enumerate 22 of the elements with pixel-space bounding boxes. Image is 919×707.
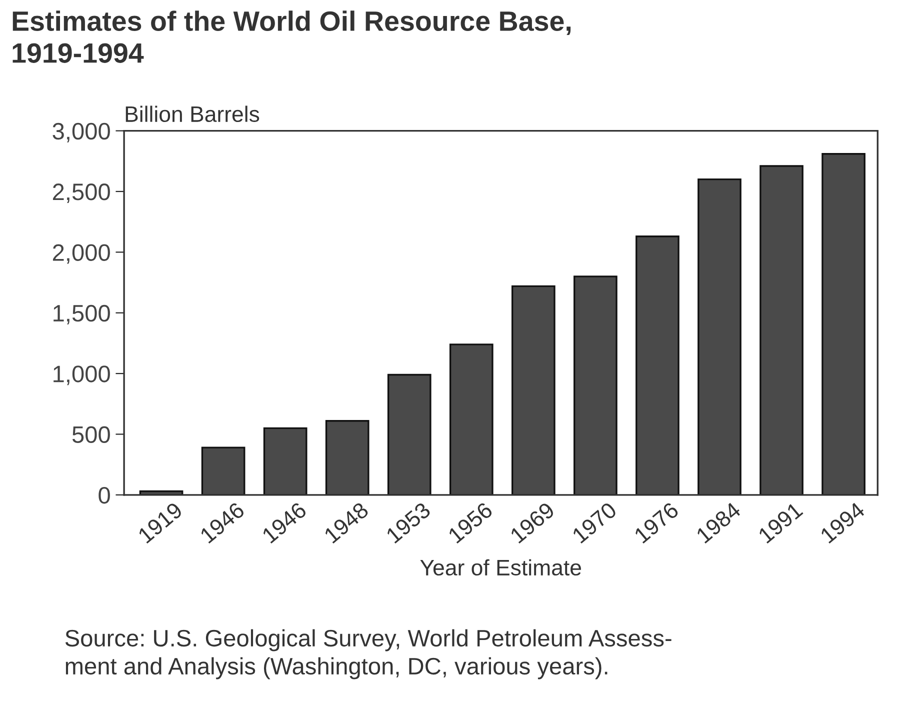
y-tick-label: 0 — [98, 486, 110, 504]
bar — [636, 236, 680, 495]
bar — [449, 344, 494, 495]
bar — [698, 178, 742, 495]
y-tick-label: 3,000 — [52, 122, 110, 142]
bar — [511, 285, 556, 495]
y-tick-label: 2,500 — [52, 184, 110, 204]
y-tick-label: 1,500 — [54, 304, 110, 324]
x-axis-title: Year of Estimate — [420, 559, 581, 576]
y-tick-label: 1,000 — [54, 366, 110, 386]
bar — [387, 374, 432, 495]
y-tick-label: 500 — [72, 426, 110, 444]
y-tick-label: 2,000 — [52, 244, 110, 264]
bar — [325, 420, 370, 495]
y-axis-title: Billion Barrels — [126, 106, 260, 122]
bar — [760, 165, 804, 495]
bar — [822, 153, 866, 495]
bar — [201, 446, 246, 495]
chart-title: Estimates of the World Oil Resource Base, 1919-1994 — [12, 10, 571, 63]
bar — [263, 427, 308, 495]
source-note: Source: U.S. Geological Survey, World Petroleum Assess- ment and Analysis (Washington, DC, various years). — [65, 629, 672, 680]
bar — [574, 276, 618, 495]
